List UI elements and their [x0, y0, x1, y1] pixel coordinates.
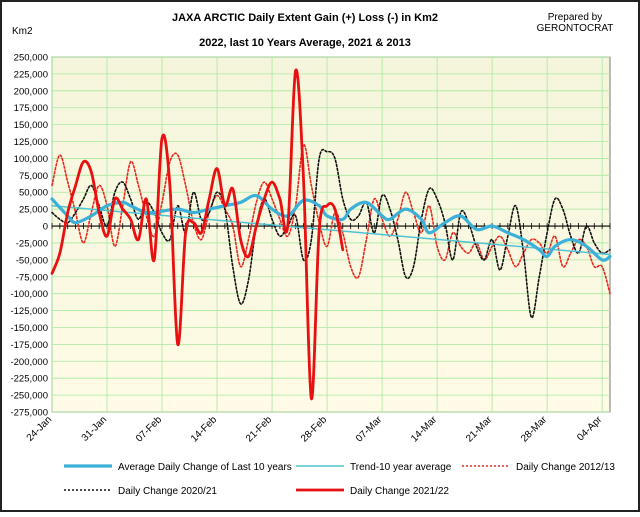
y-tick-label: 25,000 — [19, 205, 48, 216]
y-tick-label: -75,000 — [16, 272, 48, 283]
y-tick-label: 175,000 — [14, 103, 48, 114]
y-tick-label: 0 — [43, 222, 48, 233]
y-tick-label: 100,000 — [14, 154, 48, 165]
y-tick-label: 225,000 — [14, 69, 48, 80]
y-tick-label: 75,000 — [19, 171, 48, 182]
legend-label: Trend-10 year average — [350, 462, 452, 473]
series-trend-10yr — [51, 205, 611, 256]
y-tick-label: -275,000 — [10, 408, 48, 419]
chart-subtitle: 2022, last 10 Years Average, 2021 & 2013 — [199, 37, 411, 49]
y-tick-label: -225,000 — [10, 374, 48, 385]
series-group — [50, 68, 612, 400]
y-tick-label: 200,000 — [14, 86, 48, 97]
grid — [51, 56, 610, 413]
chart-title: JAXA ARCTIC Daily Extent Gain (+) Loss (… — [172, 12, 438, 24]
y-tick-label: -50,000 — [16, 255, 48, 266]
y-tick-label: 150,000 — [14, 120, 48, 131]
credit-line-2: GERONTOCRAT — [537, 23, 614, 34]
series-avg-10yr — [50, 193, 612, 262]
legend-label: Average Daily Change of Last 10 years — [118, 462, 292, 473]
y-axis-label: Km2 — [12, 26, 33, 37]
y-tick-label: -200,000 — [10, 357, 48, 368]
y-tick-label: -175,000 — [10, 340, 48, 351]
legend-label: Daily Change 2020/21 — [118, 486, 217, 497]
y-tick-label: -25,000 — [16, 238, 48, 249]
y-axis-ticks: 250,000 225,000 200,000 175,000 150,000 125,0… — [10, 53, 48, 419]
legend-label: Daily Change 2012/13 — [516, 462, 615, 473]
y-tick-label: 250,000 — [14, 53, 48, 64]
y-tick-label: -150,000 — [10, 323, 48, 334]
credit-line-1: Prepared by — [548, 12, 602, 23]
legend: Average Daily Change of Last 10 years Tre… — [64, 462, 615, 497]
legend-label: Daily Change 2021/22 — [350, 486, 449, 497]
y-tick-label: 50,000 — [19, 188, 48, 199]
series-2021-22 — [50, 68, 345, 400]
plot-area — [51, 56, 611, 413]
y-tick-label: -100,000 — [10, 289, 48, 300]
y-tick-label: 125,000 — [14, 137, 48, 148]
y-tick-label: -250,000 — [10, 391, 48, 402]
y-tick-label: -125,000 — [10, 306, 48, 317]
